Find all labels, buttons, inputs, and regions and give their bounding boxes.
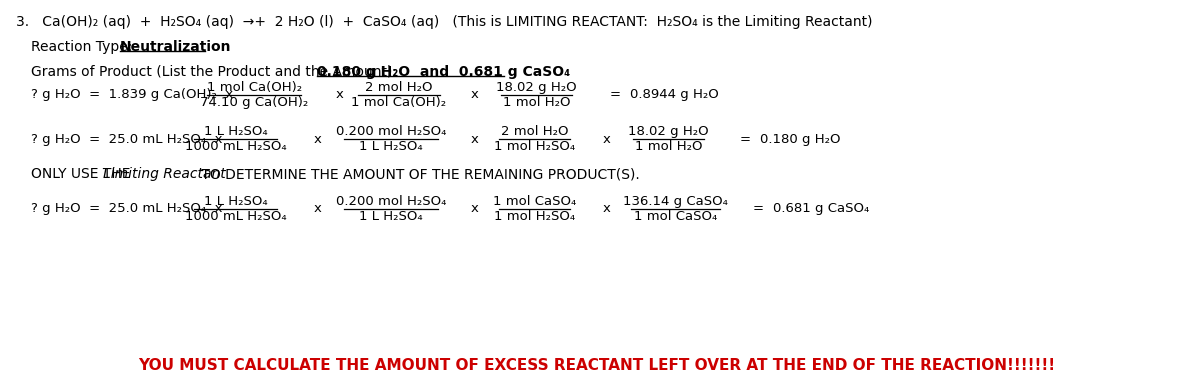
Text: Limiting Reactant: Limiting Reactant: [103, 167, 226, 181]
Text: =: =: [609, 88, 620, 101]
Text: YOU MUST CALCULATE THE AMOUNT OF EXCESS REACTANT LEFT OVER AT THE END OF THE REA: YOU MUST CALCULATE THE AMOUNT OF EXCESS …: [139, 358, 1055, 373]
Text: =: =: [752, 202, 764, 216]
Text: 1 mol H₂SO₄: 1 mol H₂SO₄: [495, 210, 575, 223]
Text: x: x: [336, 88, 344, 101]
Text: 1 mol H₂O: 1 mol H₂O: [635, 140, 703, 153]
Text: x: x: [602, 133, 611, 146]
Text: 1 L H₂SO₄: 1 L H₂SO₄: [360, 140, 423, 153]
Text: ? g H₂O  =  25.0 mL H₂SO₄  x: ? g H₂O = 25.0 mL H₂SO₄ x: [31, 133, 222, 146]
Text: 1 mol H₂SO₄: 1 mol H₂SO₄: [495, 140, 575, 153]
Text: 0.180 g H₂O  and  0.681 g CaSO₄: 0.180 g H₂O and 0.681 g CaSO₄: [317, 65, 570, 79]
Text: =: =: [740, 133, 750, 146]
Text: x: x: [313, 202, 321, 216]
Text: 1000 mL H₂SO₄: 1000 mL H₂SO₄: [185, 140, 287, 153]
Text: 1 mol CaSO₄: 1 mol CaSO₄: [633, 210, 717, 223]
Text: ? g H₂O  =  1.839 g Ca(OH)₂  x: ? g H₂O = 1.839 g Ca(OH)₂ x: [31, 88, 233, 101]
Text: x: x: [471, 88, 479, 101]
Text: 1 L H₂SO₄: 1 L H₂SO₄: [203, 125, 268, 139]
Text: 0.180 g H₂O: 0.180 g H₂O: [760, 133, 841, 146]
Text: 1 mol Ca(OH)₂: 1 mol Ca(OH)₂: [351, 96, 447, 109]
Text: 74.10 g Ca(OH)₂: 74.10 g Ca(OH)₂: [201, 96, 308, 109]
Text: 2 mol H₂O: 2 mol H₂O: [366, 81, 433, 94]
Text: 1000 mL H₂SO₄: 1000 mL H₂SO₄: [185, 210, 287, 223]
Text: x: x: [471, 202, 479, 216]
Text: TO DETERMINE THE AMOUNT OF THE REMAINING PRODUCT(S).: TO DETERMINE THE AMOUNT OF THE REMAINING…: [197, 167, 641, 181]
Text: 0.681 g CaSO₄: 0.681 g CaSO₄: [773, 202, 870, 216]
Text: 18.02 g H₂O: 18.02 g H₂O: [496, 81, 577, 94]
Text: 0.200 mol H₂SO₄: 0.200 mol H₂SO₄: [336, 195, 446, 208]
Text: 1 mol CaSO₄: 1 mol CaSO₄: [494, 195, 576, 208]
Text: 1 L H₂SO₄: 1 L H₂SO₄: [360, 210, 423, 223]
Text: 1 mol Ca(OH)₂: 1 mol Ca(OH)₂: [207, 81, 302, 94]
Text: 0.8944 g H₂O: 0.8944 g H₂O: [631, 88, 719, 101]
Text: 1 mol H₂O: 1 mol H₂O: [503, 96, 570, 109]
Text: x: x: [471, 133, 479, 146]
Text: ONLY USE THE: ONLY USE THE: [31, 167, 135, 181]
Text: ? g H₂O  =  25.0 mL H₂SO₄  x: ? g H₂O = 25.0 mL H₂SO₄ x: [31, 202, 222, 216]
Text: 0.200 mol H₂SO₄: 0.200 mol H₂SO₄: [336, 125, 446, 139]
Text: x: x: [313, 133, 321, 146]
Text: x: x: [602, 202, 611, 216]
Text: 136.14 g CaSO₄: 136.14 g CaSO₄: [623, 195, 728, 208]
Text: Grams of Product (List the Product and the Amount):: Grams of Product (List the Product and t…: [31, 65, 402, 79]
Text: 1 L H₂SO₄: 1 L H₂SO₄: [203, 195, 268, 208]
Text: 2 mol H₂O: 2 mol H₂O: [501, 125, 569, 139]
Text: 3.   Ca(OH)₂ (aq)  +  H₂SO₄ (aq)  →+  2 H₂O (l)  +  CaSO₄ (aq)   (This is LIMITI: 3. Ca(OH)₂ (aq) + H₂SO₄ (aq) →+ 2 H₂O (l…: [17, 15, 872, 29]
Text: 18.02 g H₂O: 18.02 g H₂O: [629, 125, 709, 139]
Text: Reaction Type:: Reaction Type:: [31, 40, 141, 54]
Text: Neutralization: Neutralization: [120, 40, 232, 54]
